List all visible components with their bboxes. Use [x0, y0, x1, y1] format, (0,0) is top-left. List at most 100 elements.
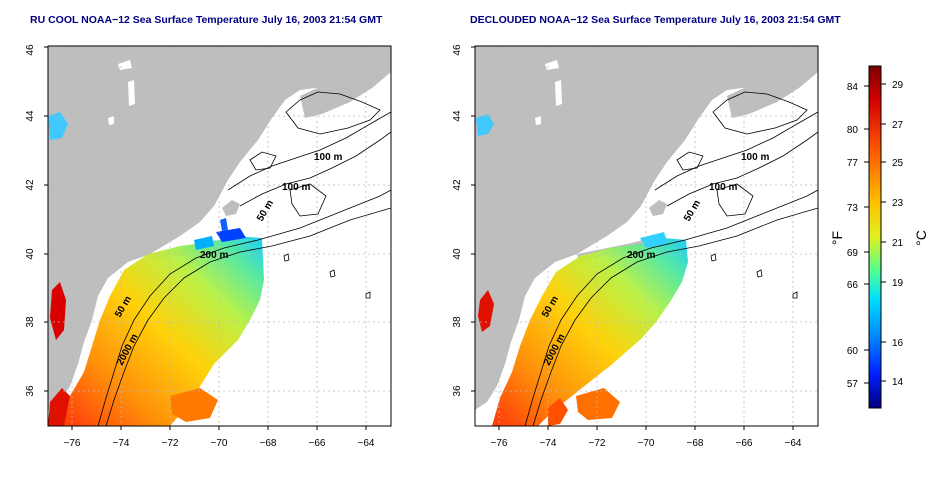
y-tick-label: 46: [452, 44, 463, 56]
x-tick-label: −66: [309, 438, 326, 449]
x-tick-label: −64: [785, 438, 802, 449]
y-axis: [471, 46, 475, 392]
colorbar-f-label: 60: [847, 346, 859, 357]
sst-plume: [62, 236, 264, 426]
colorbar-gradient: [868, 65, 882, 409]
map-area: 100 m 100 m 50 m 200 m 50 m 2000 m: [48, 46, 391, 426]
sst-cold-patch: [216, 228, 246, 242]
y-tick-label: 46: [25, 44, 36, 56]
y-tick-labels: 36 38 40 42 44 46: [25, 44, 36, 397]
bathymetry-contours: [97, 91, 391, 426]
colorbar-f-label: 73: [847, 203, 859, 214]
sst-cold-patch: [476, 114, 494, 136]
map-panel-right: DECLOUDED NOAA−12 Sea Surface Temperatur…: [452, 14, 841, 449]
colorbar-c-label: 14: [892, 377, 904, 388]
x-tick-label: −76: [491, 438, 508, 449]
x-tick-label: −76: [64, 438, 81, 449]
lake: [118, 60, 132, 70]
contour-label: 100 m: [741, 152, 769, 163]
colorbar-f-label: 80: [847, 125, 859, 136]
land-mass: [475, 46, 818, 410]
colorbar: 84 80 77 73 69 66 60 57 29 27 25 23 21 1…: [829, 65, 929, 409]
x-axis: [498, 426, 794, 430]
y-axis: [44, 46, 48, 392]
land-mass: [727, 60, 818, 118]
colorbar-c-label: 29: [892, 80, 904, 91]
x-tick-label: −70: [211, 438, 228, 449]
lake: [108, 116, 114, 125]
lake: [535, 116, 541, 125]
sst-hot-patch: [48, 388, 70, 426]
colorbar-c-label: 25: [892, 158, 904, 169]
bathymetry-contours: [524, 91, 818, 426]
lake: [545, 60, 559, 70]
x-tick-labels: −76 −74 −72 −70 −68 −66 −64: [491, 438, 802, 449]
sst-plume: [492, 238, 688, 426]
y-tick-label: 40: [452, 248, 463, 260]
colorbar-f-label: 84: [847, 82, 859, 93]
x-tick-label: −74: [540, 438, 557, 449]
contour-label: 200 m: [200, 250, 228, 261]
sst-cold-patch: [640, 232, 668, 248]
y-tick-label: 44: [452, 110, 463, 122]
colorbar-c-labels: 29 27 25 23 21 19 16 14: [892, 80, 904, 388]
y-tick-label: 42: [452, 179, 463, 191]
y-tick-label: 38: [25, 316, 36, 328]
x-tick-label: −64: [358, 438, 375, 449]
y-tick-label: 36: [452, 385, 463, 397]
map-area: 100 m 100 m 50 m 200 m 50 m 2000 m: [475, 46, 818, 426]
land-mass: [649, 200, 667, 216]
colorbar-c-ticks: [881, 83, 886, 382]
x-axis: [71, 426, 367, 430]
gridlines: [48, 46, 391, 426]
colorbar-c-label: 19: [892, 278, 904, 289]
y-tick-label: 40: [25, 248, 36, 260]
colorbar-f-label: 77: [847, 158, 859, 169]
contour-label: 50 m: [255, 198, 276, 223]
panel-title: DECLOUDED NOAA−12 Sea Surface Temperatur…: [470, 14, 841, 26]
colorbar-c-label: 21: [892, 238, 904, 249]
gridlines: [475, 46, 818, 426]
colorbar-c-label: 16: [892, 338, 904, 349]
x-tick-label: −70: [638, 438, 655, 449]
sst-cold-patch: [48, 112, 68, 140]
sst-hot-patch: [50, 282, 66, 340]
colorbar-f-labels: 84 80 77 73 69 66 60 57: [847, 82, 859, 390]
contour-label: 100 m: [314, 152, 342, 163]
colorbar-f-label: 66: [847, 280, 859, 291]
panel-title: RU COOL NOAA−12 Sea Surface Temperature …: [30, 14, 383, 26]
y-tick-labels: 36 38 40 42 44 46: [452, 44, 463, 397]
sst-cold-patch: [220, 218, 228, 231]
y-tick-label: 42: [25, 179, 36, 191]
land-mass: [300, 60, 391, 118]
x-tick-label: −72: [162, 438, 179, 449]
lake: [555, 80, 562, 106]
colorbar-f-label: 57: [847, 379, 859, 390]
colorbar-c-unit: °C: [913, 230, 929, 246]
x-tick-label: −68: [687, 438, 704, 449]
colorbar-f-unit: °F: [829, 231, 845, 245]
sst-cold-patch: [194, 236, 214, 250]
x-tick-label: −72: [589, 438, 606, 449]
sst-hot-patch: [478, 290, 494, 332]
map-panel-left: RU COOL NOAA−12 Sea Surface Temperature …: [25, 14, 392, 449]
sst-hot-patch: [576, 388, 620, 420]
sst-hot-patch: [548, 398, 568, 426]
contour-label: 200 m: [627, 250, 655, 261]
y-tick-label: 36: [25, 385, 36, 397]
y-tick-label: 44: [25, 110, 36, 122]
colorbar-f-label: 69: [847, 248, 859, 259]
land-mass: [48, 46, 391, 410]
x-tick-label: −66: [736, 438, 753, 449]
colorbar-c-label: 23: [892, 198, 904, 209]
contour-label: 50 m: [682, 198, 703, 223]
lake: [128, 80, 135, 106]
contour-label: 100 m: [709, 182, 737, 193]
colorbar-f-ticks: [864, 85, 869, 384]
x-tick-label: −74: [113, 438, 130, 449]
colorbar-c-label: 27: [892, 120, 904, 131]
x-tick-labels: −76 −74 −72 −70 −68 −66 −64: [64, 438, 375, 449]
land-mass: [222, 200, 240, 216]
